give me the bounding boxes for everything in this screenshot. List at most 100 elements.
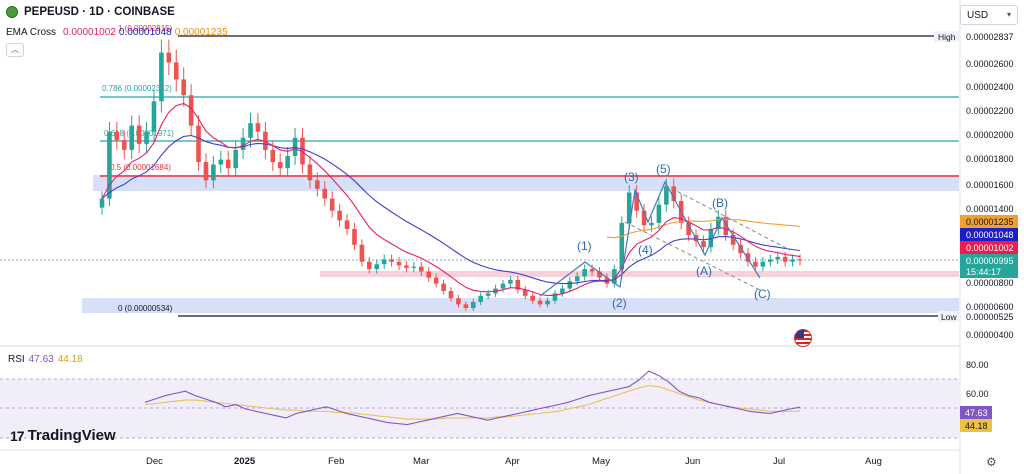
candle (730, 235, 736, 245)
candle (277, 162, 283, 169)
support-zone (82, 298, 959, 313)
y-tick-label: 0.00002200 (966, 106, 1014, 116)
candle (196, 125, 201, 163)
low-price-value: 0.00000525 (966, 312, 1014, 322)
candle (418, 266, 424, 272)
rsi-band (0, 379, 960, 438)
chart-header[interactable]: PEPEUSD · 1D · COINBASE (6, 6, 175, 18)
candle (307, 164, 313, 181)
fib-05-label: 0.5 (0.00001684) (110, 163, 171, 172)
ema-fast-badge-text: 0.00001002 (966, 243, 1014, 253)
rsi-ma-value: 44.18 (57, 354, 83, 365)
candle (701, 241, 706, 248)
x-tick-label: 2025 (234, 456, 256, 467)
candle (500, 283, 506, 289)
us-flag-icon[interactable] (794, 329, 812, 347)
rsi-ma-line (144, 385, 801, 420)
x-tick-label: May (592, 456, 610, 467)
candle (478, 295, 484, 302)
candle (463, 304, 469, 308)
candle (411, 266, 417, 268)
candle (344, 220, 350, 229)
low-badge-text: Low (941, 312, 957, 322)
candle (641, 210, 647, 226)
ema-slow-badge-text: 0.00001235 (966, 217, 1014, 227)
candle (240, 137, 246, 150)
wave-label: (C) (754, 287, 771, 301)
rsi-value: 47.63 (28, 354, 54, 365)
rsi-ma-badge (960, 419, 992, 432)
collapse-legend-button[interactable]: ︿ (6, 43, 24, 57)
y-tick-label: 0.00002000 (966, 130, 1014, 140)
candle (612, 269, 617, 284)
candle (329, 198, 335, 211)
rsi-badge (960, 406, 992, 419)
candle (782, 256, 788, 262)
ema-mid-badge (960, 228, 1018, 241)
ema-label: EMA Cross (6, 27, 57, 38)
candle (285, 156, 290, 169)
candle (545, 300, 550, 305)
rsi-badge-text: 47.63 (965, 408, 988, 418)
y-tick-label: 0.00001400 (966, 204, 1014, 214)
symbol-title[interactable]: PEPEUSD · 1D · COINBASE (24, 6, 175, 18)
candle (99, 198, 105, 208)
fib-0786-label: 0.786 (0.00002342) (102, 84, 172, 93)
candle (708, 228, 714, 248)
candle (656, 204, 662, 223)
candle (456, 298, 461, 305)
ema-legend[interactable]: EMA Cross 0.00001002 0.00001048 0.000012… (6, 27, 228, 38)
candle (121, 140, 127, 150)
candle (129, 125, 135, 150)
y-tick-label: 0.00001800 (966, 154, 1014, 164)
candle (218, 159, 224, 165)
candle (515, 280, 521, 290)
high-price-value: 0.00002837 (966, 32, 1014, 42)
candle (433, 277, 439, 284)
candle (270, 149, 276, 163)
ema-mid-line (101, 134, 801, 285)
candle (203, 162, 209, 181)
candle (597, 271, 602, 278)
currency-select[interactable]: USD ▾ (960, 5, 1018, 25)
candle (649, 222, 654, 226)
candle (396, 261, 402, 266)
candle (389, 259, 394, 262)
candle (107, 131, 112, 199)
candle (426, 271, 432, 278)
wave-label: (1) (577, 239, 592, 253)
candle (300, 137, 305, 165)
candle (567, 281, 573, 289)
candle (159, 52, 164, 102)
ema-value-fast: 0.00001002 (63, 27, 116, 38)
rsi-legend[interactable]: RSI 47.63 44.18 (8, 354, 83, 365)
candle (797, 259, 803, 261)
candle (775, 256, 781, 260)
resistance-zone (93, 175, 959, 191)
candle (144, 131, 149, 144)
tradingview-logo[interactable]: 17 TradingView (10, 427, 116, 444)
candle (589, 269, 595, 272)
gear-icon[interactable]: ⚙ (986, 455, 997, 469)
candle (485, 293, 491, 296)
y-tick-label: 0.00002400 (966, 82, 1014, 92)
ema-mid-badge-text: 0.00001048 (966, 230, 1014, 240)
tradingview-logo-icon: 17 (10, 427, 25, 444)
wave-label: (B) (712, 196, 728, 210)
pepe-coin-icon (6, 6, 18, 18)
chevron-down-icon: ▾ (1006, 10, 1011, 19)
candle (381, 259, 387, 265)
y-tick-label: 0.00002600 (966, 59, 1014, 69)
candle (738, 244, 743, 254)
candle (522, 289, 528, 296)
demand-band (320, 271, 959, 277)
candle (359, 244, 365, 262)
price-axis-ticks: 0.00002600 0.00002400 0.00002200 0.00002… (966, 59, 1014, 340)
wave-label: (3) (624, 170, 639, 184)
candle (188, 95, 194, 126)
candle (508, 280, 513, 284)
wave-label: (2) (612, 296, 627, 310)
candle (441, 283, 446, 291)
candle (211, 164, 216, 181)
